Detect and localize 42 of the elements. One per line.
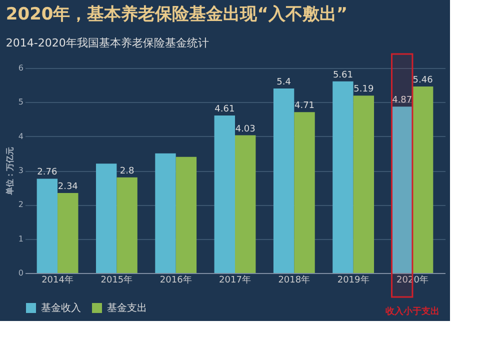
bar [235,135,256,273]
x-tick-label: 2016年 [160,274,192,286]
bar [176,156,197,273]
chart-title: 2020年，基本养老保险基金出现“入不敷出” [6,4,348,24]
y-tick-label: 5 [18,98,24,107]
y-axis-title: 单位：万亿元 [5,147,14,196]
data-label: 2.76 [37,168,58,178]
data-label: 5.19 [354,84,374,95]
x-tick-label: 2019年 [337,274,370,286]
x-tick-label: 2015年 [100,274,133,286]
legend-label: 基金收入 [41,302,81,314]
x-tick-label: 2018年 [278,274,310,286]
data-label: 4.61 [214,104,235,114]
data-label: 2.8 [120,166,134,176]
data-label: 5.4 [276,78,292,88]
y-tick-label: 2 [18,200,24,210]
data-label: 4.87 [392,96,412,106]
data-label: 4.03 [235,124,256,134]
data-label: 2.34 [58,182,78,192]
data-label: 4.71 [294,101,315,112]
chart-subtitle: 2014-2020年我国基本养老保险基金统计 [6,36,209,50]
bar [116,177,138,273]
legend-label: 基金支出 [107,302,147,314]
bar [214,115,235,273]
band-label: 收入小于支出 [385,306,440,317]
x-tick-label: 2014年 [42,274,74,286]
bar [332,81,354,273]
bar [273,88,294,273]
x-tick-label: 2017年 [219,274,251,286]
y-tick-label: 0 [18,268,24,278]
y-tick-label: 3 [18,166,24,175]
bar [58,193,78,273]
bar [353,96,374,273]
y-tick-label: 6 [18,64,24,72]
data-label: 5.46 [412,75,434,86]
y-tick-label: 4 [18,132,24,141]
bar [96,164,117,273]
y-tick-label: 1 [18,234,24,244]
bar [36,178,58,273]
data-label: 5.61 [332,70,353,80]
bar [155,153,176,273]
bar [294,112,315,273]
